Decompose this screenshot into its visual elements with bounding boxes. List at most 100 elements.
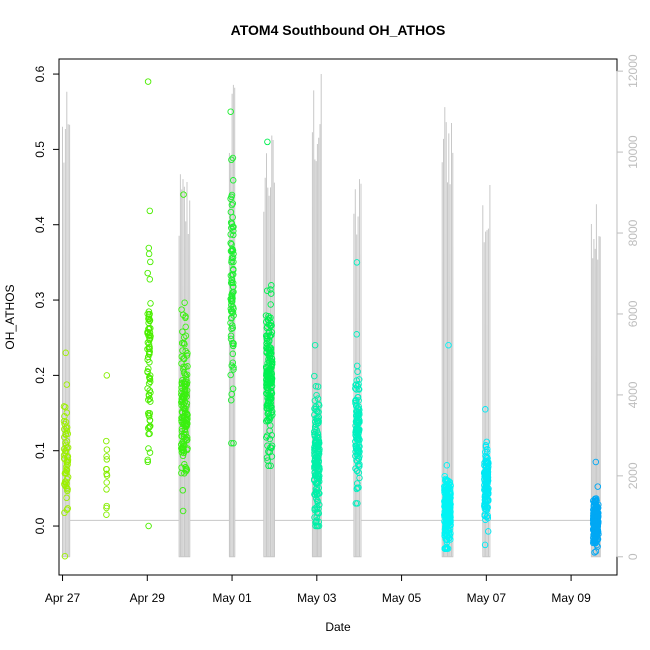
data-point bbox=[179, 507, 187, 515]
data-point bbox=[484, 487, 492, 494]
data-point bbox=[312, 491, 319, 499]
data-point bbox=[179, 328, 186, 335]
data-point bbox=[268, 375, 276, 383]
data-point bbox=[315, 400, 322, 408]
data-point bbox=[103, 456, 111, 463]
data-point bbox=[183, 371, 191, 378]
data-point bbox=[103, 472, 111, 479]
data-point bbox=[484, 474, 492, 481]
data-point bbox=[263, 349, 270, 356]
data-point bbox=[103, 446, 111, 453]
data-point bbox=[103, 437, 110, 445]
data-point bbox=[311, 372, 318, 380]
data-point bbox=[263, 454, 271, 461]
altitude-trace-line bbox=[62, 73, 601, 558]
data-point bbox=[147, 300, 154, 307]
data-point bbox=[227, 335, 235, 343]
data-point bbox=[230, 366, 237, 373]
data-point bbox=[64, 430, 72, 438]
data-point bbox=[482, 463, 489, 470]
data-point bbox=[62, 447, 69, 455]
data-point bbox=[178, 306, 185, 313]
x-tick-label: May 01 bbox=[212, 591, 252, 605]
data-point bbox=[268, 282, 275, 289]
data-point bbox=[103, 372, 111, 379]
data-point bbox=[592, 515, 600, 523]
data-point bbox=[484, 528, 492, 535]
data-point bbox=[313, 407, 320, 415]
data-point bbox=[183, 465, 190, 472]
data-point bbox=[446, 478, 454, 486]
data-point bbox=[146, 374, 153, 381]
data-point bbox=[354, 368, 361, 375]
data-point bbox=[146, 410, 154, 417]
data-point bbox=[61, 420, 68, 428]
data-point bbox=[63, 438, 71, 445]
x-axis: Apr 27 Apr 29 May 01 May 03 May 05 May 07 May … bbox=[45, 574, 591, 605]
data-point bbox=[268, 408, 276, 415]
data-point bbox=[60, 451, 68, 459]
y-left-tick-label: 0.4 bbox=[33, 216, 47, 233]
data-point bbox=[483, 488, 491, 496]
data-point bbox=[262, 312, 270, 319]
data-point bbox=[265, 375, 272, 383]
data-point bbox=[446, 498, 454, 505]
data-point bbox=[482, 496, 489, 503]
data-point bbox=[61, 413, 68, 420]
data-point bbox=[228, 362, 236, 369]
data-point bbox=[482, 506, 490, 513]
data-point bbox=[268, 331, 275, 339]
y-left-tick-label: 0.0 bbox=[33, 517, 47, 534]
data-point bbox=[312, 479, 320, 487]
data-point bbox=[263, 381, 270, 388]
data-point bbox=[145, 250, 153, 258]
data-point bbox=[103, 465, 110, 473]
data-point bbox=[229, 177, 237, 184]
data-point bbox=[230, 305, 237, 313]
data-point bbox=[483, 448, 491, 456]
y-right-tick-label: 12000 bbox=[626, 54, 640, 88]
y-left-tick-label: 0.6 bbox=[33, 65, 47, 82]
data-point bbox=[230, 250, 237, 258]
data-point bbox=[356, 411, 363, 418]
data-point bbox=[310, 428, 318, 436]
data-point bbox=[103, 453, 110, 460]
data-point bbox=[146, 276, 154, 283]
data-point bbox=[353, 425, 360, 432]
data-point bbox=[61, 509, 68, 517]
data-point bbox=[144, 458, 152, 466]
data-point bbox=[63, 466, 71, 474]
data-point bbox=[445, 505, 453, 513]
x-tick-label: May 09 bbox=[551, 591, 591, 605]
data-point bbox=[145, 311, 153, 318]
y-axis-right: 0 2000 4000 6000 8000 10000 12000 bbox=[616, 54, 640, 560]
data-point bbox=[147, 398, 154, 405]
data-point bbox=[182, 323, 189, 331]
data-point bbox=[64, 454, 71, 461]
data-point bbox=[182, 405, 189, 413]
data-point bbox=[353, 402, 360, 409]
data-point bbox=[267, 322, 274, 330]
data-point bbox=[268, 431, 275, 439]
data-point bbox=[444, 545, 452, 552]
data-point bbox=[227, 305, 235, 313]
data-point bbox=[354, 424, 361, 431]
x-tick-label: May 03 bbox=[297, 591, 337, 605]
data-point bbox=[312, 415, 320, 422]
data-point bbox=[64, 487, 71, 495]
data-point bbox=[312, 445, 320, 452]
data-point bbox=[352, 500, 360, 507]
data-point bbox=[594, 526, 602, 534]
data-point bbox=[182, 332, 190, 340]
x-tick-label: May 07 bbox=[467, 591, 507, 605]
data-point bbox=[485, 496, 492, 504]
data-point bbox=[314, 434, 321, 442]
data-point bbox=[483, 438, 490, 446]
y-right-tick-label: 10000 bbox=[626, 135, 640, 169]
data-point bbox=[144, 456, 151, 464]
data-point bbox=[267, 396, 274, 404]
data-point bbox=[145, 351, 153, 358]
data-point bbox=[227, 239, 234, 247]
data-point bbox=[145, 308, 153, 315]
